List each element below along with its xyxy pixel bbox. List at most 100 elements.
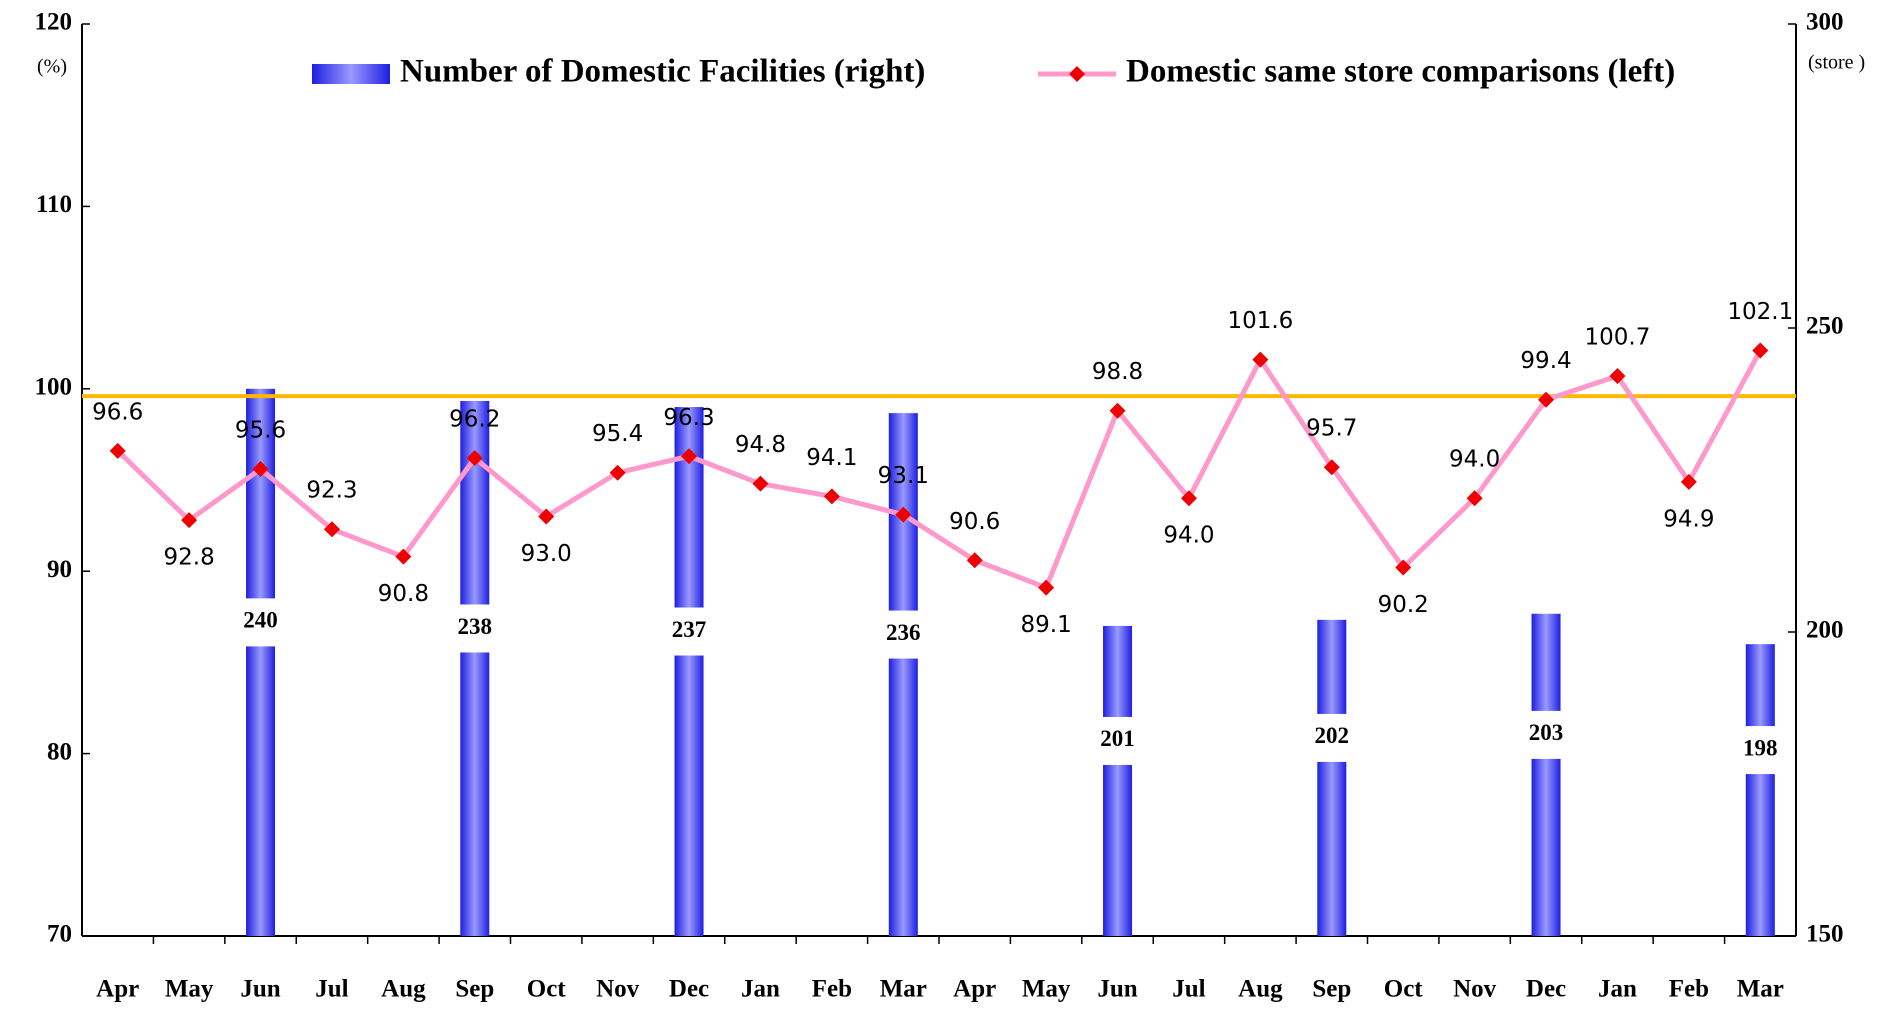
bar <box>1103 625 1133 936</box>
y-tick-label: 90 <box>47 556 72 583</box>
x-tick-label: Jan <box>741 976 780 1003</box>
bar-label-box <box>1522 710 1571 759</box>
y2-tick-label: 200 <box>1806 617 1844 644</box>
x-tick-label: Jun <box>240 976 280 1003</box>
data-label: 89.1 <box>1021 612 1072 638</box>
marker <box>181 512 198 529</box>
bar-label: 202 <box>1315 723 1350 748</box>
data-label: 94.9 <box>1663 506 1714 532</box>
marker <box>538 508 555 525</box>
marker <box>1680 473 1697 490</box>
x-tick-label: Dec <box>1526 976 1566 1003</box>
data-label: 95.7 <box>1306 416 1357 442</box>
bar-label: 238 <box>458 614 493 639</box>
data-label: 92.8 <box>164 545 215 571</box>
bar <box>1531 613 1561 936</box>
x-tick-label: Dec <box>669 976 709 1003</box>
data-label: 90.8 <box>378 581 429 607</box>
data-label: 94.0 <box>1163 523 1214 549</box>
data-label: 100.7 <box>1585 325 1651 351</box>
marker <box>1323 459 1340 476</box>
data-label: 93.0 <box>521 541 572 567</box>
data-label: 92.3 <box>306 478 357 504</box>
marker <box>1538 391 1555 408</box>
x-tick-label: Nov <box>1453 976 1497 1003</box>
marker <box>1752 342 1769 359</box>
bar <box>1317 619 1347 936</box>
x-tick-label: Apr <box>96 976 139 1003</box>
marker <box>1180 490 1197 507</box>
x-tick-label: Mar <box>880 976 927 1003</box>
bar-label: 201 <box>1100 726 1135 751</box>
marker <box>823 488 840 505</box>
y2-tick-label: 250 <box>1806 313 1844 340</box>
x-tick-label: Jan <box>1598 976 1637 1003</box>
data-label: 93.1 <box>878 463 929 489</box>
x-tick-label: Feb <box>1669 976 1709 1003</box>
x-tick-label: Jun <box>1097 976 1137 1003</box>
x-tick-label: Apr <box>953 976 996 1003</box>
data-label: 90.2 <box>1378 592 1429 618</box>
data-label: 94.1 <box>806 445 857 471</box>
bar-label-box <box>1736 726 1785 775</box>
x-tick-label: Aug <box>381 976 426 1003</box>
data-label: 95.6 <box>235 418 286 444</box>
bar-label-box <box>236 598 285 647</box>
bar-label-box <box>1093 716 1142 765</box>
bar <box>460 400 490 937</box>
bar-label-box <box>879 610 928 659</box>
marker <box>1109 402 1126 419</box>
legend-label: Domestic same store comparisons (left) <box>1126 54 1675 90</box>
marker <box>966 552 983 569</box>
x-tick-label: Sep <box>455 976 494 1003</box>
x-tick-label: Jul <box>1172 976 1205 1003</box>
y-tick-label: 120 <box>35 9 73 36</box>
data-label: 98.8 <box>1092 359 1143 385</box>
marker <box>466 450 483 467</box>
bar-label: 237 <box>672 617 707 642</box>
data-label: 95.4 <box>592 421 643 447</box>
x-tick-label: May <box>165 976 214 1003</box>
data-label: 102.1 <box>1727 299 1793 325</box>
data-label: 96.2 <box>449 407 500 433</box>
x-tick-label: Mar <box>1737 976 1784 1003</box>
y-tick-label: 110 <box>36 191 72 218</box>
data-label: 94.8 <box>735 432 786 458</box>
bar <box>888 413 918 936</box>
y-tick-label: 80 <box>47 738 72 765</box>
marker <box>895 506 912 523</box>
data-label: 96.3 <box>663 405 714 431</box>
y2-unit: (store ) <box>1808 52 1865 74</box>
marker <box>1038 579 1055 596</box>
x-tick-label: Aug <box>1238 976 1283 1003</box>
x-tick-label: Sep <box>1312 976 1351 1003</box>
marker <box>252 461 269 478</box>
y2-tick-label: 150 <box>1806 921 1844 948</box>
legend-marker <box>1069 66 1085 82</box>
data-label: 99.4 <box>1520 348 1571 374</box>
marker <box>1252 351 1269 368</box>
marker <box>752 475 769 492</box>
x-tick-label: Jul <box>315 976 348 1003</box>
y2-tick-label: 300 <box>1806 9 1844 36</box>
marker <box>1466 490 1483 507</box>
bar <box>1745 644 1775 936</box>
line <box>115 349 1763 591</box>
bar-label: 236 <box>886 620 921 645</box>
x-tick-label: Oct <box>527 976 567 1003</box>
data-label: 94.0 <box>1449 447 1500 473</box>
bar-label: 240 <box>243 608 278 633</box>
legend-swatch <box>312 64 390 84</box>
marker <box>109 442 126 459</box>
marker <box>681 448 698 465</box>
marker <box>609 464 626 481</box>
y-tick-label: 100 <box>35 374 73 401</box>
legend-label: Number of Domestic Facilities (right) <box>400 54 925 90</box>
marker <box>323 521 340 538</box>
x-tick-label: Nov <box>596 976 640 1003</box>
y-tick-label: 70 <box>47 921 72 948</box>
y-unit: (%) <box>37 56 67 78</box>
bar-label-box <box>665 607 714 656</box>
x-tick-label: May <box>1022 976 1071 1003</box>
